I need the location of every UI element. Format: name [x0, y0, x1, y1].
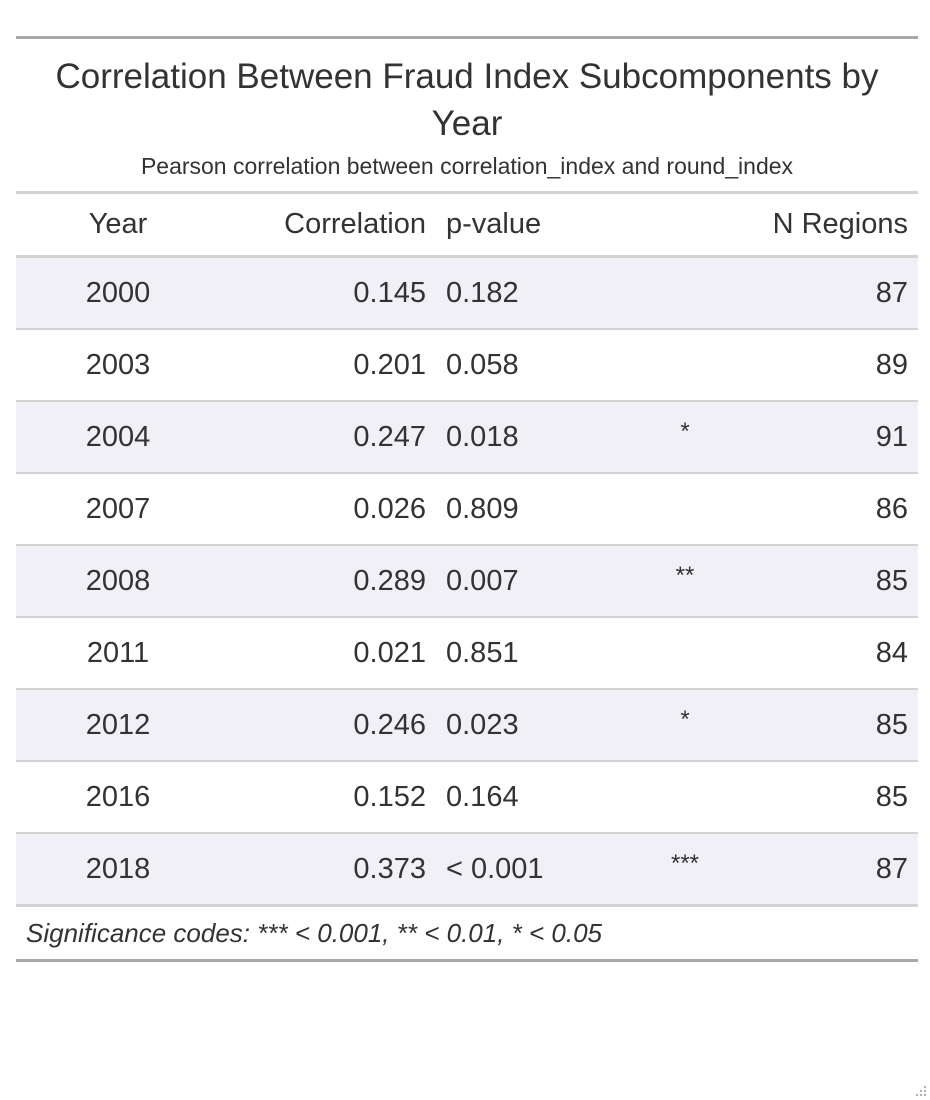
cell-pvalue: 0.058: [436, 329, 620, 402]
cell-pvalue: 0.007: [436, 545, 620, 618]
cell-year: 2012: [16, 689, 220, 762]
top-rule: [16, 36, 918, 39]
cell-n-regions: 87: [750, 256, 918, 330]
cell-pvalue: 0.851: [436, 617, 620, 690]
cell-year: 2003: [16, 329, 220, 402]
resize-grip-icon[interactable]: [908, 1078, 928, 1098]
cell-pvalue: 0.018: [436, 401, 620, 474]
table-title: Correlation Between Fraud Index Subcompo…: [55, 57, 879, 143]
cell-correlation: 0.247: [220, 401, 436, 474]
cell-pvalue: 0.182: [436, 256, 620, 330]
cell-year: 2004: [16, 401, 220, 474]
table-body: 2000 0.145 0.182 87 2003 0.201 0.058 89 …: [16, 256, 918, 907]
cell-significance: *: [620, 401, 750, 474]
significance-stars: *: [680, 417, 690, 445]
cell-pvalue: < 0.001: [436, 833, 620, 907]
table-row: 2004 0.247 0.018 * 91: [16, 401, 918, 474]
correlation-table: Correlation Between Fraud Index Subcompo…: [16, 36, 918, 962]
cell-significance: [620, 256, 750, 330]
cell-year: 2016: [16, 761, 220, 834]
cell-correlation: 0.201: [220, 329, 436, 402]
column-header-n-regions: N Regions: [750, 194, 918, 258]
table-row: 2008 0.289 0.007 ** 85: [16, 545, 918, 618]
cell-significance: [620, 617, 750, 690]
cell-n-regions: 89: [750, 329, 918, 402]
cell-correlation: 0.026: [220, 473, 436, 546]
cell-year: 2007: [16, 473, 220, 546]
cell-year: 2018: [16, 833, 220, 907]
cell-significance: [620, 761, 750, 834]
table-subtitle: Pearson correlation between correlation_…: [140, 153, 794, 179]
table-row: 2000 0.145 0.182 87: [16, 256, 918, 330]
table-row: 2011 0.021 0.851 84: [16, 617, 918, 690]
cell-correlation: 0.246: [220, 689, 436, 762]
cell-year: 2011: [16, 617, 220, 690]
header-rule: [16, 191, 918, 194]
cell-n-regions: 84: [750, 617, 918, 690]
column-header-pvalue: p-value: [436, 194, 620, 258]
cell-pvalue: 0.164: [436, 761, 620, 834]
cell-significance: *: [620, 689, 750, 762]
cell-correlation: 0.373: [220, 833, 436, 907]
table-row: 2007 0.026 0.809 86: [16, 473, 918, 546]
cell-significance: **: [620, 545, 750, 618]
cell-pvalue: 0.809: [436, 473, 620, 546]
cell-correlation: 0.021: [220, 617, 436, 690]
cell-pvalue: 0.023: [436, 689, 620, 762]
table-footnote: Significance codes: *** < 0.001, ** < 0.…: [16, 907, 918, 962]
column-header-correlation: Correlation: [220, 194, 436, 258]
cell-n-regions: 87: [750, 833, 918, 907]
table-row: 2003 0.201 0.058 89: [16, 329, 918, 402]
significance-stars: **: [675, 561, 695, 589]
column-header-year: Year: [16, 194, 220, 258]
significance-stars: *: [680, 705, 690, 733]
cell-n-regions: 85: [750, 545, 918, 618]
significance-stars: ***: [670, 849, 700, 877]
cell-n-regions: 85: [750, 761, 918, 834]
cell-n-regions: 85: [750, 689, 918, 762]
header-row: Year Correlation p-value N Regions: [16, 194, 918, 258]
table-row: 2012 0.246 0.023 * 85: [16, 689, 918, 762]
table-row: 2016 0.152 0.164 85: [16, 761, 918, 834]
table-row: 2018 0.373 < 0.001 *** 87: [16, 833, 918, 907]
column-header-significance: [620, 194, 750, 258]
cell-correlation: 0.152: [220, 761, 436, 834]
cell-year: 2008: [16, 545, 220, 618]
cell-year: 2000: [16, 256, 220, 330]
data-table: Year Correlation p-value N Regions 2000 …: [16, 194, 918, 907]
cell-significance: [620, 473, 750, 546]
cell-significance: ***: [620, 833, 750, 907]
cell-n-regions: 86: [750, 473, 918, 546]
cell-significance: [620, 329, 750, 402]
cell-n-regions: 91: [750, 401, 918, 474]
table-header: Year Correlation p-value N Regions: [16, 194, 918, 258]
cell-correlation: 0.289: [220, 545, 436, 618]
cell-correlation: 0.145: [220, 256, 436, 330]
